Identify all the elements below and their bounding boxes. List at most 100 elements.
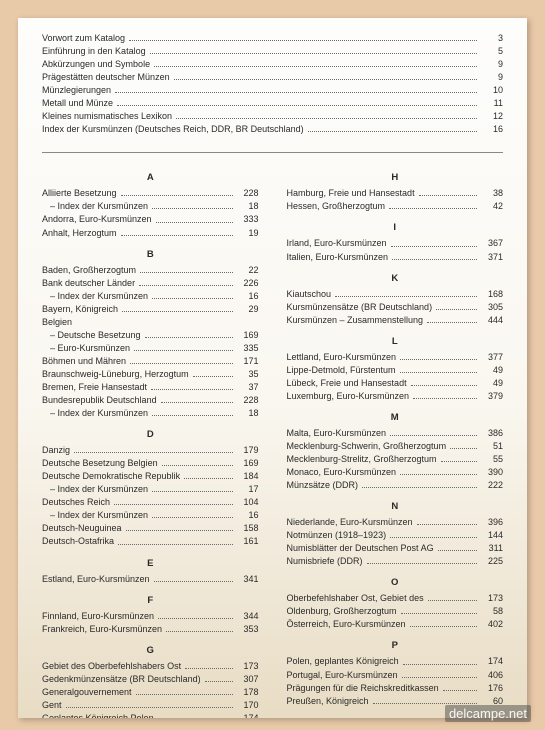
entry-page: 35: [237, 368, 259, 381]
index-entry: – Euro-Kursmünzen 335: [42, 342, 259, 355]
entry-page: 178: [237, 686, 259, 699]
leader-dots: [185, 668, 232, 669]
index-entry: Bundesrepublik Deutschland 228: [42, 394, 259, 407]
entry-page: 144: [481, 529, 503, 542]
leader-dots: [139, 285, 232, 286]
index-entry: Münzlegierungen10: [42, 84, 503, 97]
index-entry: Luxemburg, Euro-Kursmünzen379: [287, 390, 504, 403]
entry-page: 353: [237, 623, 259, 636]
leader-dots: [74, 452, 232, 453]
index-entry: Andorra, Euro-Kursmünzen333: [42, 213, 259, 226]
section-letter: E: [42, 558, 259, 569]
entry-page: 228: [237, 187, 259, 200]
top-index-list: Vorwort zum Katalog3Einführung in den Ka…: [42, 32, 503, 136]
index-entry: Niederlande, Euro-Kursmünzen396: [287, 516, 504, 529]
leader-dots: [402, 677, 477, 678]
section-letter: M: [287, 412, 504, 423]
leader-dots: [413, 398, 477, 399]
leader-dots: [150, 53, 477, 54]
entry-page: 228: [237, 394, 259, 407]
index-entry: Hamburg, Freie und Hansestadt38: [287, 187, 504, 200]
leader-dots: [184, 478, 232, 479]
entry-label: Lettland, Euro-Kursmünzen: [287, 351, 397, 364]
section-letter: K: [287, 273, 504, 284]
entry-page: 5: [481, 45, 503, 58]
index-entry: – Index der Kursmünzen17: [42, 483, 259, 496]
leader-dots: [158, 618, 232, 619]
entry-label: Münzsätze (DDR): [287, 479, 359, 492]
entry-label: Notmünzen (1918–1923): [287, 529, 387, 542]
leader-dots: [367, 563, 477, 564]
leader-dots: [403, 664, 477, 665]
leader-dots: [136, 694, 233, 695]
entry-page: 42: [481, 200, 503, 213]
entry-page: 10: [481, 84, 503, 97]
section-letter: H: [287, 172, 504, 183]
entry-label: Kiautschou: [287, 288, 332, 301]
entry-page: 104: [237, 496, 259, 509]
index-entry: Monaco, Euro-Kursmünzen390: [287, 466, 504, 479]
index-entry: Münzsätze (DDR)222: [287, 479, 504, 492]
leader-dots: [152, 208, 232, 209]
index-entry: Kursmünzen – Zusammenstellung444: [287, 314, 504, 327]
leader-dots: [66, 707, 233, 708]
entry-page: 18: [237, 200, 259, 213]
leader-dots: [152, 415, 232, 416]
index-entry: Einführung in den Katalog5: [42, 45, 503, 58]
entry-page: 371: [481, 251, 503, 264]
index-entry: Frankreich, Euro-Kursmünzen 353: [42, 623, 259, 636]
section-letter: A: [42, 172, 259, 183]
entry-label: Böhmen und Mähren: [42, 355, 126, 368]
index-entry: Abkürzungen und Symbole9: [42, 58, 503, 71]
index-entry: Hessen, Großherzogtum 42: [287, 200, 504, 213]
entry-label: Baden, Großherzogtum: [42, 264, 136, 277]
leader-dots: [400, 372, 477, 373]
entry-label: Preußen, Königreich: [287, 695, 369, 708]
entry-label: Mecklenburg-Schwerin, Großherzogtum: [287, 440, 447, 453]
entry-page: 396: [481, 516, 503, 529]
entry-label: Frankreich, Euro-Kursmünzen: [42, 623, 162, 636]
entry-label: Monaco, Euro-Kursmünzen: [287, 466, 397, 479]
entry-label: – Index der Kursmünzen: [42, 509, 148, 522]
entry-page: 344: [237, 610, 259, 623]
index-entry: Index der Kursmünzen (Deutsches Reich, D…: [42, 123, 503, 136]
entry-page: 9: [481, 58, 503, 71]
entry-label: – Deutsche Besetzung: [42, 329, 141, 342]
entry-label: Deutsche Demokratische Republik: [42, 470, 180, 483]
entry-label: Bundesrepublik Deutschland: [42, 394, 157, 407]
entry-label: – Euro-Kursmünzen: [42, 342, 130, 355]
leader-dots: [450, 448, 477, 449]
leader-dots: [389, 208, 477, 209]
leader-dots: [410, 626, 477, 627]
index-entry: Polen, geplantes Königreich174: [287, 655, 504, 668]
entry-page: 169: [237, 457, 259, 470]
entry-label: – Index der Kursmünzen: [42, 290, 148, 303]
leader-dots: [400, 474, 477, 475]
entry-page: 16: [237, 509, 259, 522]
entry-page: 406: [481, 669, 503, 682]
entry-page: 58: [481, 605, 503, 618]
entry-page: 305: [481, 301, 503, 314]
leader-dots: [121, 235, 233, 236]
entry-page: 341: [237, 573, 259, 586]
watermark-text: delcampe.net: [445, 705, 531, 722]
leader-dots: [154, 66, 477, 67]
index-entry: Prägestätten deutscher Münzen9: [42, 71, 503, 84]
entry-page: 173: [481, 592, 503, 605]
index-entry: Belgien: [42, 316, 259, 329]
entry-page: 171: [237, 355, 259, 368]
index-entry: Bank deutscher Länder226: [42, 277, 259, 290]
entry-page: 184: [237, 470, 259, 483]
entry-page: 335: [237, 342, 259, 355]
entry-label: – Index der Kursmünzen: [42, 483, 148, 496]
entry-label: Belgien: [42, 316, 72, 329]
leader-dots: [427, 322, 477, 323]
entry-label: Hessen, Großherzogtum: [287, 200, 386, 213]
index-entry: Mecklenburg-Strelitz, Großherzogtum55: [287, 453, 504, 466]
entry-label: Prägestätten deutscher Münzen: [42, 71, 170, 84]
entry-label: Deutsch-Neuguinea: [42, 522, 122, 535]
section-letter: I: [287, 222, 504, 233]
entry-label: Generalgouvernement: [42, 686, 132, 699]
leader-dots: [392, 259, 477, 260]
index-entry: Mecklenburg-Schwerin, Großherzogtum51: [287, 440, 504, 453]
